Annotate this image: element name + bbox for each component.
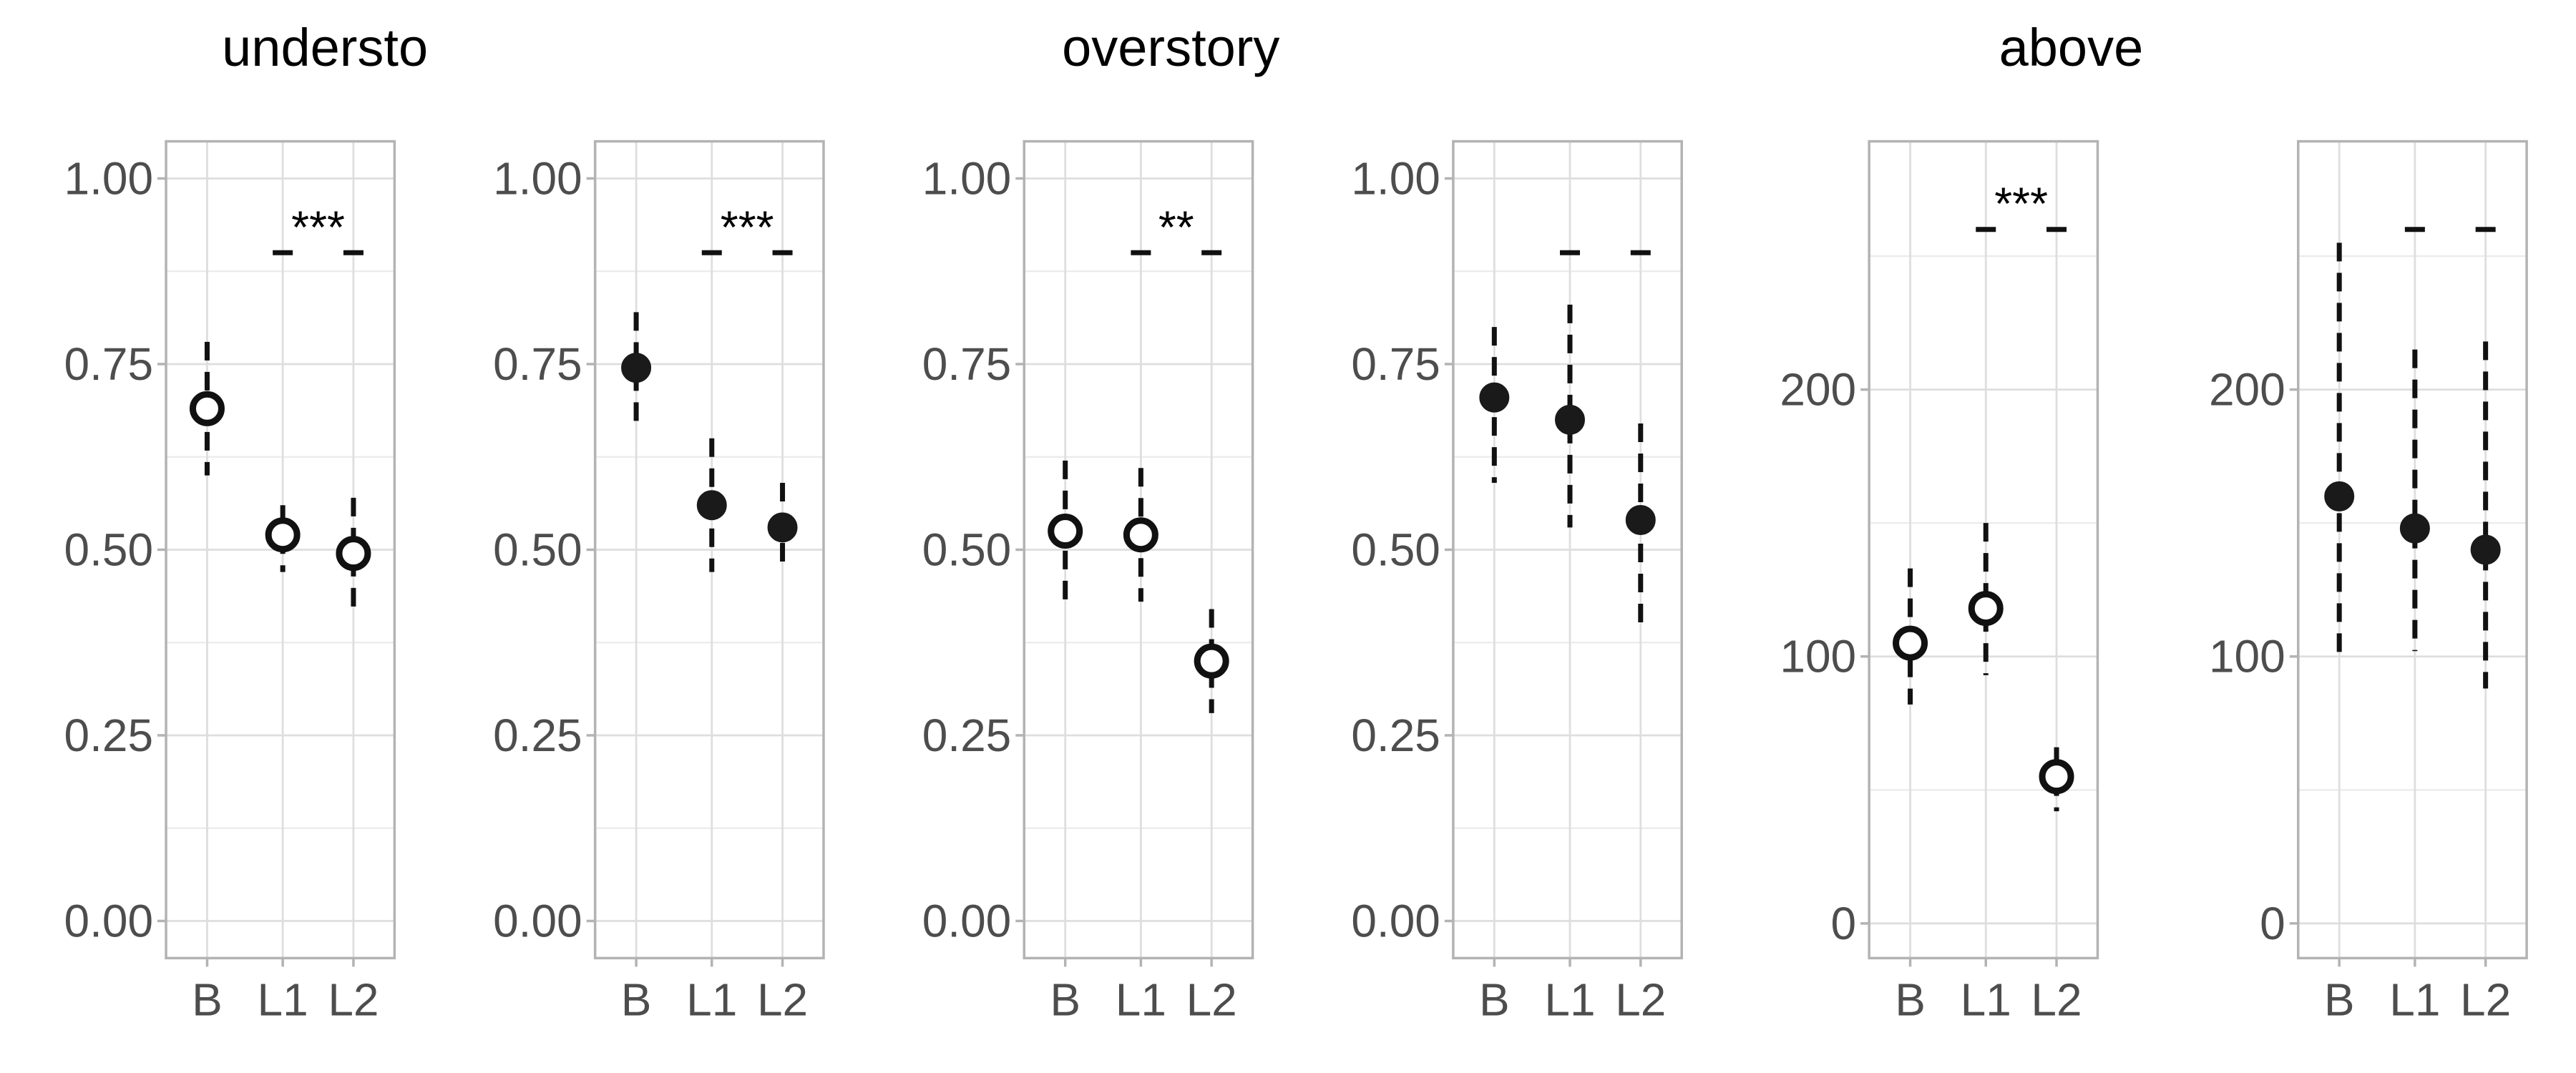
y-tick-label: 0 [2260,898,2285,949]
y-tick-label: 0.50 [1351,524,1440,575]
y-tick-label: 0.50 [493,524,582,575]
x-tick-label: L2 [757,974,808,1025]
data-point-open [265,517,301,553]
data-point-filled [2399,513,2430,544]
significance-label: *** [1994,178,2048,230]
panel-border [2296,139,2528,960]
chart-panel-4: 0.00 0.25 0.50 0.75 1.00 B L1 L2 [1351,139,1683,1025]
x-tick-label: B [1479,974,1510,1025]
x-tick-label: B [1895,974,1926,1025]
x-tick-label: L1 [2389,974,2440,1025]
data-point-open [189,391,225,426]
x-tick-label: L2 [328,974,379,1025]
y-tick-label: 0.25 [64,710,153,761]
data-point-filled [1479,382,1510,413]
significance-label: *** [721,201,774,253]
x-tick-label: L1 [686,974,737,1025]
y-tick-label: 0.75 [64,338,153,390]
data-point-open [336,536,371,572]
y-tick-label: 200 [1780,364,1856,416]
x-tick-label: L1 [1544,974,1595,1025]
data-point-open [1194,643,1229,679]
x-tick-label: L1 [1961,974,2011,1025]
data-point-filled [621,353,652,383]
y-tick-label: 0.75 [1351,338,1440,390]
y-tick-label: 0.75 [922,338,1012,390]
data-point-open [2039,759,2074,795]
data-point-open [1968,591,2004,627]
significance-label: *** [291,201,345,253]
chart-panel-6: 0 100 200 B L1 L2 [2209,139,2528,1025]
y-tick-label: 1.00 [1351,152,1440,204]
y-tick-label: 0.00 [64,895,153,946]
data-point-open [1048,514,1083,549]
data-point-filled [2324,481,2355,511]
data-point-filled [1555,404,1586,435]
x-tick-label: L2 [2460,974,2511,1025]
x-tick-label: B [1050,974,1080,1025]
data-point-filled [1625,504,1656,535]
x-tick-label: L1 [258,974,308,1025]
y-tick-label: 0.50 [922,524,1012,575]
x-tick-label: L2 [2031,974,2082,1025]
y-tick-label: 200 [2209,364,2285,416]
y-tick-label: 1.00 [922,152,1012,204]
data-point-filled [2470,534,2501,565]
x-tick-label: L2 [1615,974,1666,1025]
y-tick-label: 1.00 [493,152,582,204]
y-tick-label: 100 [2209,631,2285,682]
y-tick-label: 0.25 [493,710,582,761]
panel-group-title: understο [222,18,428,77]
chart-panel-3: 0.00 0.25 0.50 0.75 1.00 B L1 L2 ** [922,139,1254,1025]
chart-panel-2: 0.00 0.25 0.50 0.75 1.00 B L1 L2 *** [493,139,825,1025]
y-tick-label: 0 [1831,898,1857,949]
chart-panel-1: 0.00 0.25 0.50 0.75 1.00 B L1 L2 *** [64,139,396,1025]
y-tick-label: 0.00 [1351,895,1440,946]
y-tick-label: 100 [1780,631,1856,682]
chart-panel-5: 0 100 200 B L1 L2 *** [1780,139,2099,1025]
data-point-filled [696,490,727,521]
x-tick-label: L1 [1116,974,1166,1025]
panel-group-title: overstory [1062,18,1279,77]
data-point-open [1893,625,1928,661]
x-tick-label: B [2324,974,2355,1025]
y-tick-label: 0.75 [493,338,582,390]
significance-label: ** [1158,201,1194,253]
y-tick-label: 0.00 [922,895,1012,946]
y-tick-label: 1.00 [64,152,153,204]
y-tick-label: 0.00 [493,895,582,946]
data-point-filled [767,512,798,543]
y-tick-label: 0.50 [64,524,153,575]
y-tick-label: 0.25 [922,710,1012,761]
x-tick-label: L2 [1186,974,1237,1025]
data-point-open [1123,517,1158,553]
x-tick-label: B [192,974,223,1025]
x-tick-label: B [621,974,652,1025]
panel-border [1868,139,2099,960]
y-tick-label: 0.25 [1351,710,1440,761]
panel-group-title: above [1999,18,2144,77]
